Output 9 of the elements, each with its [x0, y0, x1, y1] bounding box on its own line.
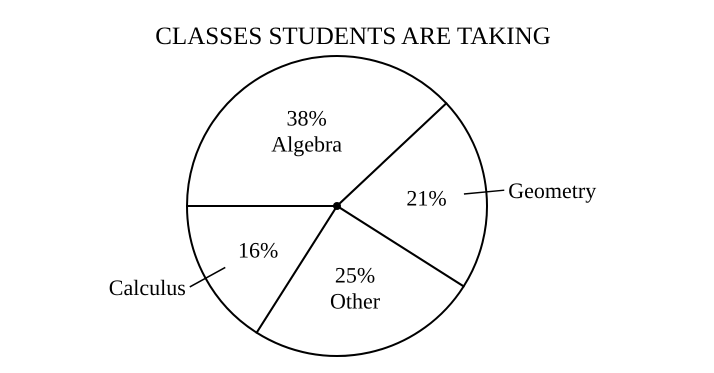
data-label: 16%	[238, 237, 278, 262]
chart-title: CLASSES STUDENTS ARE TAKING	[155, 23, 551, 50]
slice-label: Other	[330, 288, 381, 314]
data-label: 38%	[286, 105, 327, 130]
slice-label: Geometry	[508, 178, 596, 204]
slice-label: Calculus	[108, 274, 186, 300]
data-label: 25%	[334, 262, 376, 288]
data-label: 21%	[406, 186, 447, 211]
slice-label: Algebra	[271, 131, 342, 156]
